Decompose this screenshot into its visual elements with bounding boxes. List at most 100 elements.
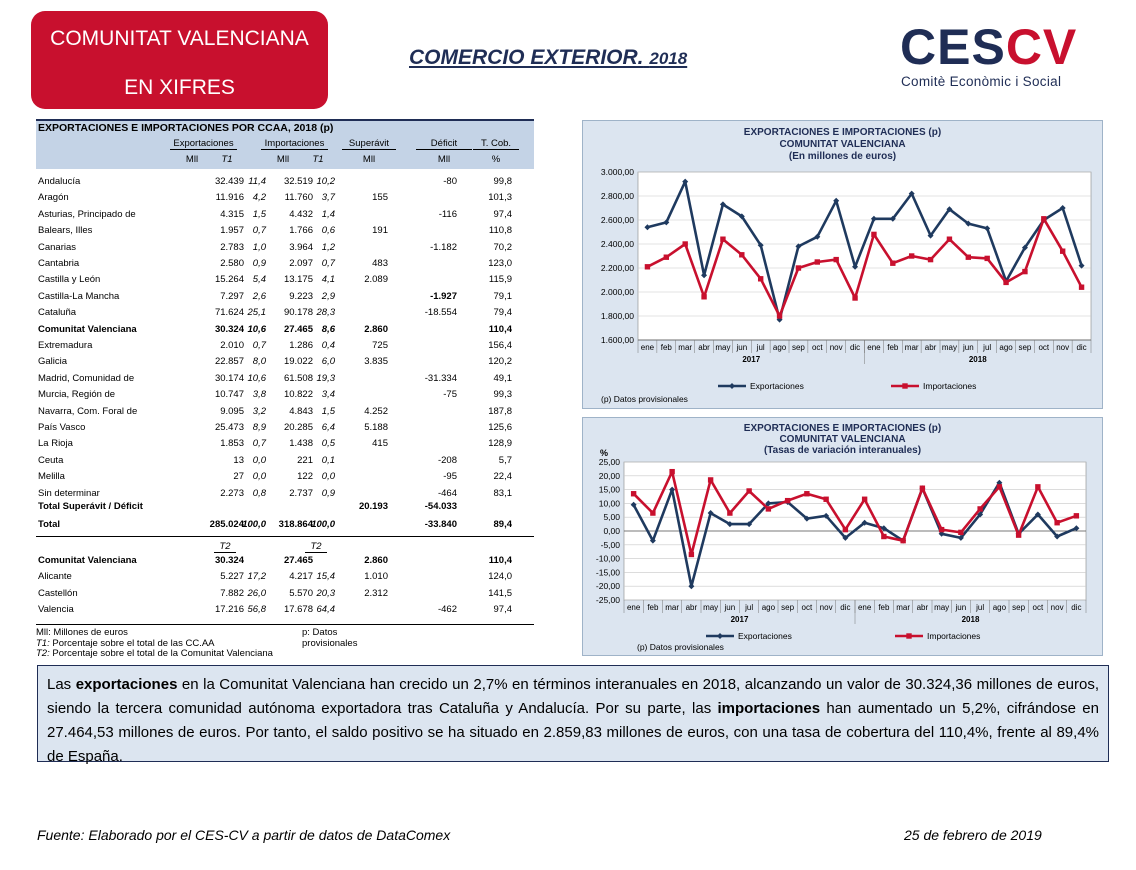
note-t2: Porcentaje sobre el total de la Comunita… [52, 648, 273, 659]
row-name: Castilla-La Mancha [38, 290, 120, 302]
cell-impt: 100,0 [311, 519, 335, 530]
data-point-exportaciones [701, 272, 708, 279]
data-point-exportaciones [1034, 511, 1041, 518]
y-tick-label: 5,00 [603, 512, 620, 522]
row-name: Aragón [38, 192, 69, 204]
cell-exp: 7.882 [220, 587, 244, 599]
cell-exp: 22.857 [214, 356, 244, 368]
table-row: Sin determinar 2.273 0,8 2.737 0,9 -464 83,1 [36, 486, 534, 502]
cell-exp: 2.273 [220, 487, 244, 499]
cell-exp: 30.174 [214, 372, 244, 384]
cell-impt: 3,7 [321, 192, 335, 204]
cell-def: -31.334 [424, 372, 457, 384]
table-row: País Vasco 25.473 8,9 20.285 6,4 5.188 125,6 [36, 420, 534, 436]
cell-def: -54.033 [424, 501, 457, 512]
cell-cob: 79,4 [493, 307, 513, 319]
total-surplus-deficit-row: Total Superávit / Déficit 20.193 -54.033 [36, 499, 534, 515]
data-point-exportaciones [669, 486, 676, 493]
cell-exp: 30.324 [214, 323, 244, 335]
total-row: Total 285.024 100,0 318.864 100,0 -33.840 89,4 [36, 517, 534, 533]
cell-impt: 0,4 [321, 340, 335, 351]
row-name: Andalucía [38, 176, 81, 187]
cell-impt: 64,4 [316, 604, 336, 616]
cell-imp: 2.737 [289, 487, 313, 499]
year-label: 2017 [731, 615, 749, 624]
table-row: Extremadura 2.010 0,7 1.286 0,4 725 156,4 [36, 338, 534, 354]
data-point-importaciones [727, 510, 733, 516]
data-point-exportaciones [977, 511, 984, 518]
x-tick-label: ago [993, 603, 1007, 612]
cell-cob: 123,0 [488, 258, 512, 269]
row-name: Cataluña [38, 307, 77, 319]
legend-label: Exportaciones [738, 631, 792, 641]
header-group-2: Superávit [342, 138, 396, 150]
cell-impt: 1,5 [321, 405, 335, 417]
cell-impt: 2,9 [321, 290, 335, 302]
cell-cob: 124,0 [488, 571, 512, 583]
table-row: Canarias 2.783 1,0 3.964 1,2 -1.182 70,2 [36, 240, 534, 256]
data-point-importaciones [1059, 248, 1066, 254]
x-tick-label: may [942, 343, 957, 352]
table-row: La Rioja 1.853 0,7 1.438 0,5 415 128,9 [36, 436, 534, 452]
cell-cob: 83,1 [493, 487, 513, 499]
header-sub-4: Mll [362, 154, 376, 165]
cell-cob: 99,3 [493, 389, 513, 401]
badge-line-2: EN XIFRES [124, 76, 235, 99]
header-group-3: Déficit [416, 138, 472, 150]
data-point-importaciones [776, 313, 783, 319]
cell-def: -116 [438, 208, 457, 220]
cell-expt: 0,8 [252, 487, 266, 499]
series-line-importaciones [632, 470, 1077, 556]
row-name: Comunitat Valenciana [38, 555, 137, 566]
cell-sup: 191 [372, 225, 388, 237]
row-name: Madrid, Comunidad de [38, 372, 135, 384]
series-line-importaciones [646, 217, 1083, 318]
cell-exp: 10.747 [214, 389, 244, 401]
data-point-importaciones [871, 231, 877, 238]
cell-sup: 20.193 [358, 501, 388, 512]
chart-note: (p) Datos provisionales [601, 394, 688, 404]
data-point-importaciones [644, 264, 651, 270]
x-tick-label: jun [955, 603, 967, 612]
y-tick-label: 2.200,00 [601, 263, 634, 273]
x-tick-label: jun [735, 343, 747, 352]
x-tick-label: jul [982, 343, 991, 352]
x-tick-label: oct [1033, 603, 1044, 612]
table-row: Murcia, Región de 10.747 3,8 10.822 3,4 -75 99… [36, 387, 534, 403]
data-point-importaciones [650, 510, 656, 516]
data-point-importaciones [852, 295, 858, 301]
data-point-importaciones [688, 551, 695, 558]
note-t2-key: T2: [36, 648, 50, 659]
page-title-year: 2018 [649, 49, 688, 68]
cell-imp: 13.175 [283, 274, 313, 286]
x-tick-label: mar [896, 603, 910, 612]
chart1-subtitle2: (En millones de euros) [788, 151, 897, 162]
table-row: Castilla-La Mancha 7.297 2,6 9.223 2,9 -1.927… [36, 289, 534, 305]
x-tick-label: abr [917, 603, 929, 612]
data-point-exportaciones [719, 201, 726, 208]
cell-sup: 3.835 [364, 356, 388, 368]
cell-imp: 32.519 [283, 176, 313, 187]
data-point-exportaciones [707, 510, 714, 517]
summary-bold-exports: exportaciones [75, 676, 178, 693]
cell-expt: 3,2 [252, 405, 266, 417]
y-tick-label: 25,00 [599, 457, 621, 467]
cell-sup: 725 [372, 340, 388, 351]
cell-exp: 32.439 [214, 176, 244, 187]
data-point-importaciones [1078, 284, 1085, 290]
header-group-0: Exportaciones [170, 138, 237, 150]
data-point-exportaciones [984, 225, 991, 232]
ccaa-trade-table: EXPORTACIONES E IMPORTACIONES POR CCAA, … [36, 119, 534, 625]
x-tick-label: feb [887, 343, 899, 352]
note-prov: p: Datos provisionales [302, 627, 358, 649]
data-point-importaciones [908, 253, 915, 259]
x-tick-label: nov [1056, 343, 1069, 352]
cell-impt: 8,6 [321, 323, 335, 335]
data-point-exportaciones [663, 219, 670, 226]
y-tick-label: 2.800,00 [601, 191, 634, 201]
cell-expt: 1,0 [252, 241, 266, 253]
series-line-exportaciones [647, 180, 1083, 321]
province-row: Valencia 17.216 56,8 17.678 64,4 -462 97,4 [36, 602, 534, 618]
cell-expt: 0,0 [252, 471, 266, 483]
cell-cob: 22,4 [493, 471, 513, 483]
